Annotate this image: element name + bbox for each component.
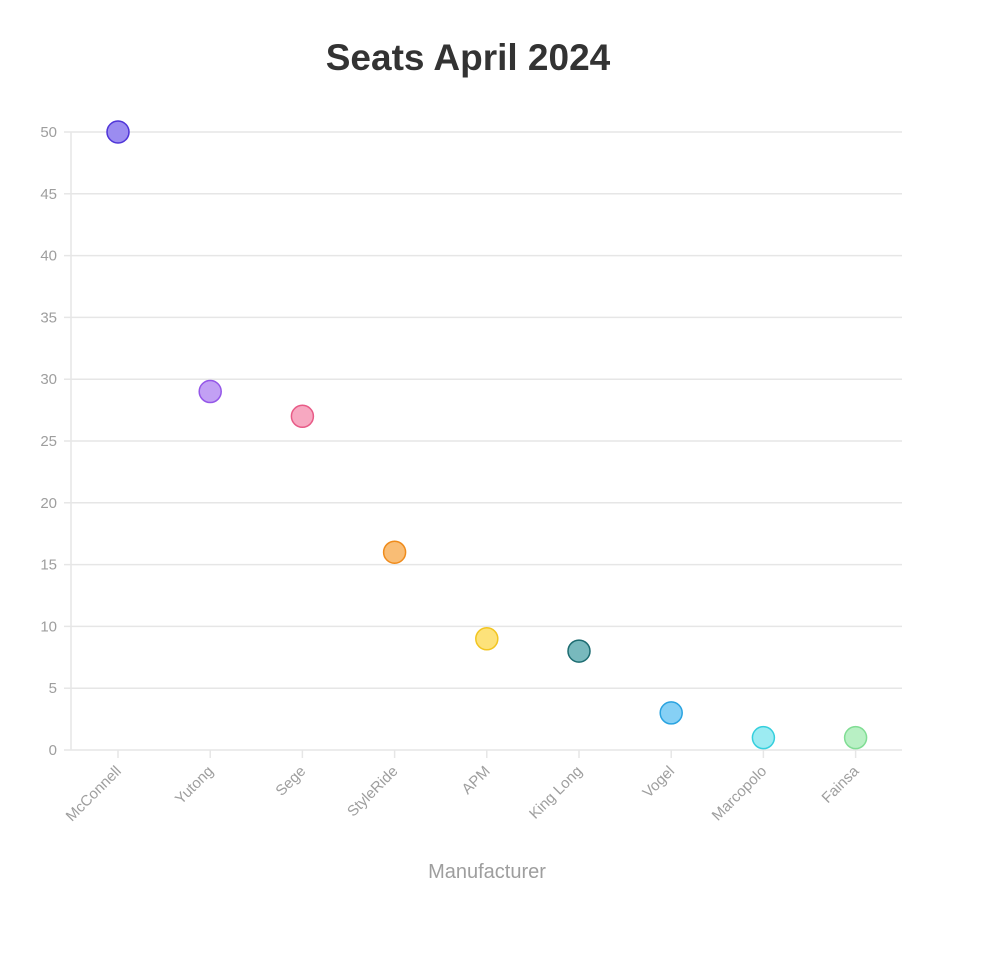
y-tick-label: 45 (40, 186, 57, 203)
data-point[interactable] (382, 540, 407, 564)
y-tick-label: 10 (40, 618, 57, 635)
data-point[interactable] (198, 379, 222, 404)
x-tick-label: APM (459, 763, 494, 798)
y-tick-label: 35 (40, 309, 57, 326)
chart-title: Seats April 2024 (326, 37, 611, 78)
y-tick-label: 0 (49, 742, 57, 759)
y-axis: 0 5 10 15 20 25 30 35 40 45 50 (40, 124, 72, 759)
x-tick-label: Fainsa (819, 762, 863, 806)
y-tick-label: 15 (40, 557, 57, 574)
x-tick-label: King Long (526, 763, 586, 823)
y-tick-label: 5 (49, 680, 57, 697)
x-axis: McConnell Yutong Sege StyleRide APM King Long… (63, 750, 863, 825)
data-point[interactable] (290, 404, 315, 429)
x-tick-label: Vogel (639, 763, 678, 802)
x-axis-title: Manufacturer (428, 861, 546, 883)
data-point[interactable] (843, 725, 868, 750)
data-point[interactable] (659, 701, 683, 725)
x-tick-label: Yutong (172, 763, 217, 808)
data-points (106, 120, 868, 750)
y-tick-label: 25 (40, 433, 57, 450)
x-tick-label: StyleRide (344, 763, 401, 820)
data-point[interactable] (751, 725, 776, 750)
y-tick-label: 50 (40, 124, 57, 141)
grid-lines (71, 131, 902, 751)
y-tick-label: 20 (40, 495, 57, 512)
data-point[interactable] (106, 120, 130, 144)
x-tick-label: Sege (272, 763, 309, 800)
x-tick-label: McConnell (63, 763, 125, 825)
y-tick-label: 30 (40, 371, 57, 388)
data-point[interactable] (475, 627, 499, 651)
y-tick-label: 40 (40, 248, 57, 265)
data-point[interactable] (567, 639, 591, 663)
x-tick-label: Marcopolo (709, 763, 771, 825)
